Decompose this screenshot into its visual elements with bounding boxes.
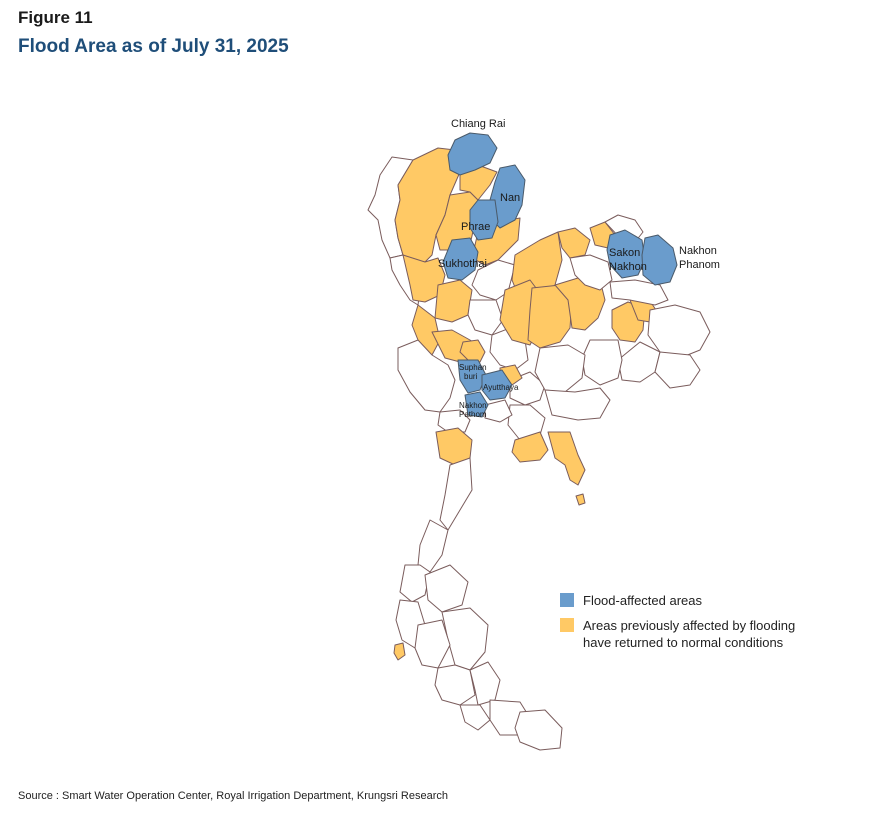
province-nakhon-phanom bbox=[641, 234, 678, 286]
province-sakon-north bbox=[569, 254, 613, 291]
legend-swatch-flood bbox=[560, 593, 574, 607]
figure-label: Figure 11 bbox=[18, 8, 93, 27]
province-sisaket bbox=[654, 351, 701, 389]
province-suphanburi bbox=[457, 359, 487, 394]
label-nakhon-phanom-1: Nakhon bbox=[679, 245, 717, 257]
province-ranong bbox=[399, 564, 431, 603]
province-pattani-yala-narathiwat bbox=[514, 709, 563, 751]
source-note: Source : Smart Water Operation Center, R… bbox=[18, 790, 448, 802]
province-ayutthaya bbox=[481, 369, 513, 401]
province-bangkok bbox=[484, 399, 513, 423]
province-nakhon-pathom bbox=[464, 391, 489, 418]
province-phatthalung bbox=[469, 661, 501, 706]
label-nan: Nan bbox=[500, 192, 520, 204]
label-sakon-nakhon-1: Sakon bbox=[609, 247, 640, 259]
province-phitsanulok bbox=[471, 259, 516, 301]
province-prachuap bbox=[439, 457, 473, 531]
province-nan bbox=[489, 164, 526, 229]
province-satun bbox=[459, 704, 491, 731]
province-krabi bbox=[414, 619, 451, 669]
legend-item-flood: Flood-affected areas bbox=[560, 592, 795, 609]
province-surat-thani bbox=[424, 564, 469, 613]
label-phrae: Phrae bbox=[461, 221, 490, 233]
label-ayutthaya: Ayutthaya bbox=[483, 383, 519, 392]
province-chiang-rai bbox=[447, 132, 498, 176]
province-trang bbox=[434, 664, 476, 706]
province-ubon bbox=[647, 304, 711, 359]
province-phrae bbox=[469, 199, 499, 241]
label-nakhon-pathom-2: Pathom bbox=[459, 410, 487, 419]
label-suphanburi-1: Suphan bbox=[459, 363, 487, 372]
province-buriram bbox=[534, 344, 586, 393]
province-mukdahan-north bbox=[609, 279, 669, 306]
province-chumphon bbox=[417, 519, 449, 573]
province-nakhon-si-thammarat bbox=[441, 607, 489, 671]
label-nakhon-phanom-2: Phanom bbox=[679, 259, 720, 271]
province-nakhon-ratchasima bbox=[544, 387, 611, 421]
province-kamphaeng-phet bbox=[434, 279, 473, 323]
province-udon-thani bbox=[557, 227, 591, 259]
province-trat bbox=[547, 431, 586, 486]
figure-title: Flood Area as of July 31, 2025 bbox=[18, 36, 289, 57]
province-ratchaburi bbox=[437, 409, 471, 433]
province-chai-nat bbox=[459, 339, 486, 363]
legend-swatch-previously bbox=[560, 618, 574, 632]
province-surin bbox=[581, 339, 623, 386]
province-chanthaburi bbox=[511, 431, 549, 463]
province-sakon-nakhon bbox=[606, 229, 646, 279]
label-chiang-rai: Chiang Rai bbox=[451, 118, 505, 130]
province-phuket bbox=[393, 642, 406, 661]
label-suphanburi-2: buri bbox=[464, 372, 478, 381]
label-nakhon-pathom-1: Nakhon bbox=[459, 401, 487, 410]
legend-label-previously: Areas previously affected by flooding ha… bbox=[583, 618, 796, 650]
legend-item-previously: Areas previously affected by flooding ha… bbox=[560, 617, 795, 651]
map-legend: Flood-affected areas Areas previously af… bbox=[560, 592, 795, 659]
legend-label-flood: Flood-affected areas bbox=[583, 593, 702, 608]
province-phichit bbox=[467, 299, 504, 336]
province-yasothon bbox=[617, 341, 661, 383]
label-sakon-nakhon-2: Nakhon bbox=[609, 261, 647, 273]
label-sukhothai: Sukhothai bbox=[438, 258, 487, 270]
province-sukhothai bbox=[442, 237, 479, 281]
province-koh-kut bbox=[575, 493, 586, 506]
province-kanchanaburi bbox=[397, 339, 456, 413]
thailand-flood-map: Chiang Rai Nan Phrae Sukhothai Sakon Nak… bbox=[367, 118, 720, 751]
